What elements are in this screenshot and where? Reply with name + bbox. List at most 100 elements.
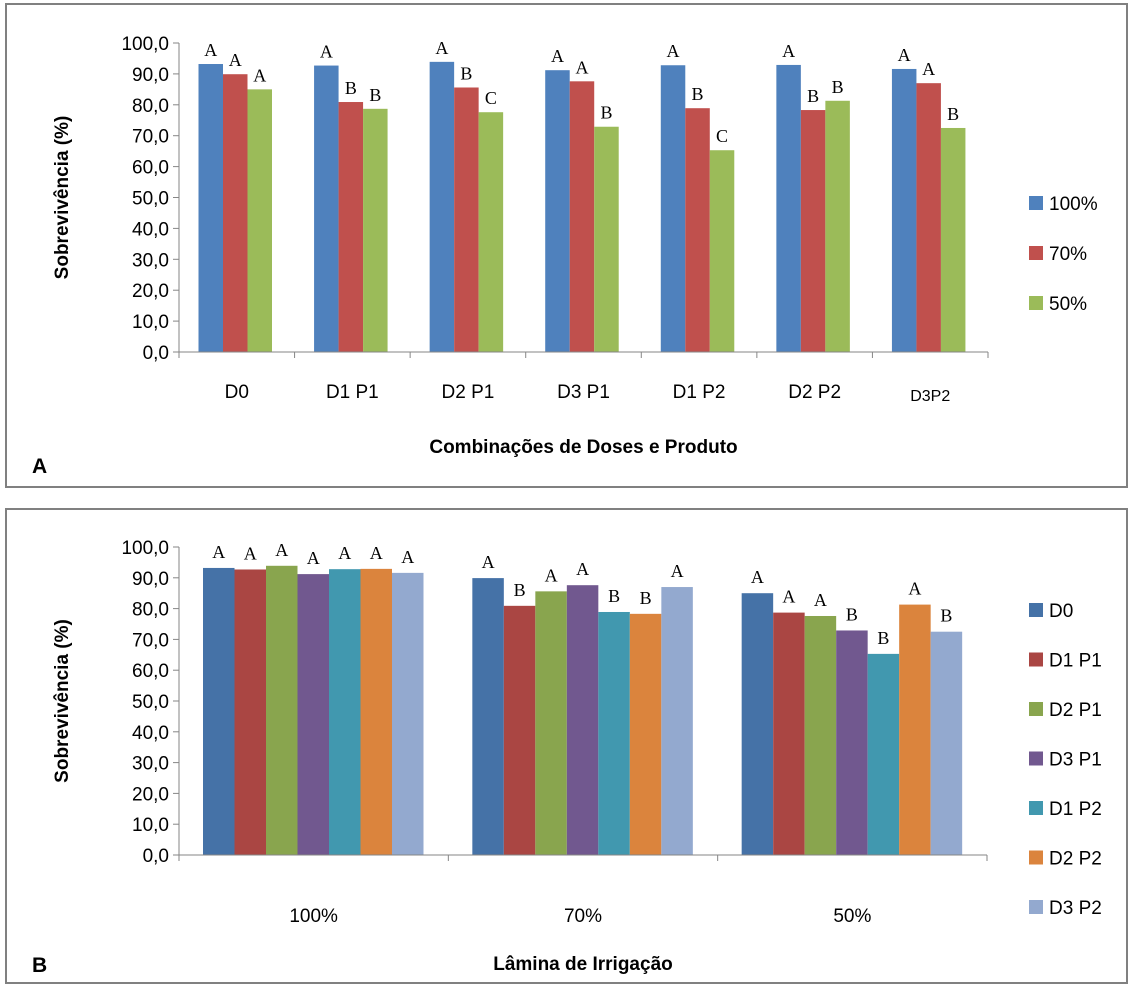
x-category-label: 100%	[289, 906, 338, 927]
y-tick-label: 60,0	[132, 158, 169, 179]
bar	[545, 70, 570, 352]
x-axis-title: Combinações de Doses e Produto	[429, 437, 737, 458]
significance-label: B	[640, 588, 652, 608]
legend-swatch	[1029, 196, 1043, 210]
y-tick-label: 90,0	[132, 65, 169, 86]
bar	[930, 631, 963, 855]
significance-label: B	[600, 103, 612, 123]
y-tick-label: 40,0	[132, 219, 169, 240]
y-tick-label: 60,0	[132, 661, 169, 682]
y-tick-label: 70,0	[132, 630, 169, 651]
significance-label: C	[716, 126, 728, 146]
significance-label: B	[460, 63, 472, 83]
bar	[899, 604, 931, 855]
bar	[363, 108, 388, 352]
chart-panel-a: 0,0 10,0 20,0 30,0 40,0 50,0 60,0 70,0 80,0 90,0 1…	[5, 3, 1128, 488]
y-axis-title: Sobrevivência (%)	[52, 619, 73, 783]
x-category-label: D3P2	[910, 388, 950, 405]
chart-a-svg: 0,0 10,0 20,0 30,0 40,0 50,0 60,0 70,0 80,0 90,0 1…	[32, 34, 1098, 478]
x-category-label: 70%	[564, 906, 602, 927]
significance-label: A	[922, 59, 935, 79]
bar	[940, 127, 966, 352]
significance-label: A	[253, 65, 266, 85]
legend-label: D2 P1	[1049, 700, 1102, 721]
bar	[685, 108, 710, 352]
bar	[776, 64, 801, 352]
significance-label: A	[551, 46, 564, 66]
significance-label: A	[671, 561, 684, 581]
bar	[329, 569, 361, 855]
bar	[569, 81, 595, 352]
significance-label: A	[212, 542, 225, 562]
significance-label: B	[832, 77, 844, 97]
significance-label: A	[575, 57, 588, 77]
y-tick-label: 20,0	[132, 281, 169, 302]
bar	[429, 61, 455, 352]
legend-label: D0	[1049, 601, 1073, 622]
legend-label: 50%	[1049, 294, 1087, 315]
x-category-label: D1 P2	[673, 382, 726, 403]
legend-label: D2 P2	[1049, 849, 1102, 870]
y-tick-label: 20,0	[132, 784, 169, 805]
significance-label: A	[782, 41, 795, 61]
legend-label: D3 P2	[1049, 898, 1102, 919]
y-tick-label: 0,0	[143, 846, 169, 867]
legend-swatch	[1029, 652, 1043, 667]
significance-label: A	[751, 567, 764, 587]
legend-label: D1 P1	[1049, 651, 1102, 672]
bar	[741, 593, 774, 855]
y-tick-label: 50,0	[132, 189, 169, 210]
y-tick-label: 10,0	[132, 815, 169, 836]
significance-label: B	[369, 85, 381, 105]
bar	[661, 587, 693, 855]
bar	[247, 89, 272, 352]
x-axis-title: Lâmina de Irrigação	[493, 954, 673, 975]
y-tick-label: 0,0	[143, 343, 169, 364]
y-tick-label: 80,0	[132, 600, 169, 621]
y-tick-label: 10,0	[132, 312, 169, 333]
bar	[503, 605, 536, 855]
significance-label: A	[229, 50, 242, 70]
significance-label: B	[608, 586, 620, 606]
significance-label: C	[485, 88, 497, 108]
bar	[314, 65, 339, 352]
bar	[836, 630, 868, 855]
bar	[360, 568, 392, 855]
legend-swatch	[1029, 702, 1043, 716]
bar	[266, 565, 298, 855]
x-category-label: 50%	[833, 906, 871, 927]
bar	[916, 83, 941, 353]
significance-label: A	[545, 565, 558, 585]
bar	[825, 100, 850, 353]
bar	[773, 612, 805, 855]
bar	[598, 611, 630, 855]
x-category-label: D0	[225, 382, 249, 403]
significance-label: B	[947, 104, 959, 124]
bar	[629, 613, 662, 855]
significance-label: B	[940, 606, 952, 626]
bar	[535, 591, 567, 855]
bar	[297, 574, 329, 855]
significance-label: A	[898, 45, 911, 65]
bar	[203, 567, 235, 855]
significance-label: B	[514, 580, 526, 600]
x-category-label: D2 P1	[442, 382, 495, 403]
significance-label: A	[908, 579, 921, 599]
y-tick-label: 80,0	[132, 96, 169, 117]
significance-label: A	[370, 543, 383, 563]
chart-panel-b: 0,0 10,0 20,0 30,0 40,0 50,0 60,0 70,0 80,0 90,0 1…	[5, 508, 1128, 984]
chart-b-svg: 0,0 10,0 20,0 30,0 40,0 50,0 60,0 70,0 80,0 90,0 1…	[32, 538, 1102, 977]
significance-label: B	[877, 628, 889, 648]
legend-label: 100%	[1049, 194, 1098, 215]
significance-label: B	[807, 86, 819, 106]
bar	[660, 65, 686, 353]
y-axis-title: Sobrevivência (%)	[52, 116, 73, 280]
y-tick-label: 40,0	[132, 723, 169, 744]
significance-label: A	[401, 547, 414, 567]
y-tick-label: 30,0	[132, 754, 169, 775]
significance-label: A	[435, 38, 448, 58]
bar	[338, 102, 364, 352]
legend-swatch	[1029, 296, 1043, 310]
legend-swatch	[1029, 900, 1043, 914]
significance-label: A	[307, 548, 320, 568]
